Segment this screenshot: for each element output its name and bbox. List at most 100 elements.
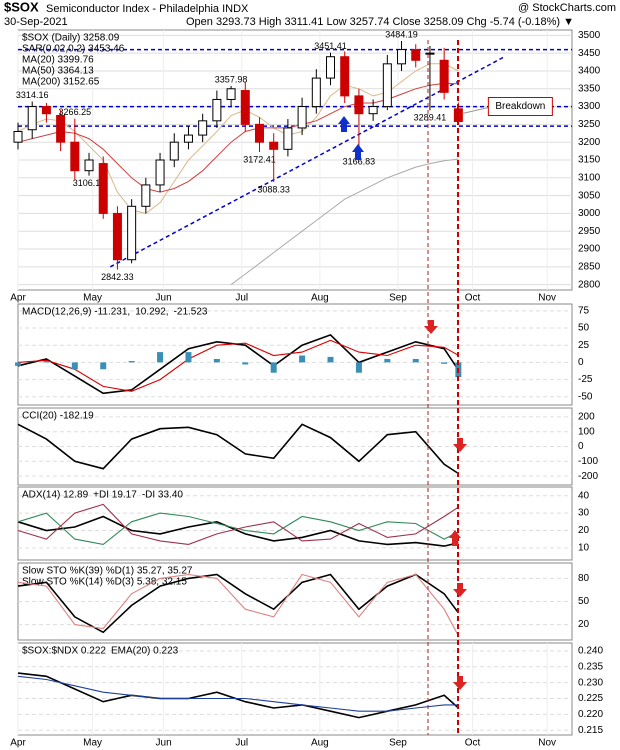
y-tick-label: 3300: [578, 101, 601, 112]
candle-body: [382, 63, 392, 108]
candle-body: [13, 131, 23, 143]
legend-entry: $SOX (Daily) 3258.09: [22, 33, 120, 44]
x-tick-label: Jul: [235, 293, 248, 304]
x-tick-label: Jun: [156, 738, 172, 749]
value-label: 3289.41: [414, 113, 447, 123]
quote: Open 3293.73 High 3311.41 Low 3257.74 Cl…: [186, 16, 574, 28]
candle-body: [212, 98, 222, 122]
indicator-line: [17, 333, 460, 395]
arrow-down: [424, 320, 438, 334]
candle-body: [27, 106, 37, 131]
arrow-up: [352, 144, 364, 160]
legend-entry: 10.292,: [135, 307, 168, 318]
histogram-bar: [185, 352, 192, 363]
candle-body: [169, 141, 179, 161]
legend-entry: EMA(20) 0.223: [111, 646, 179, 657]
overlay: [338, 40, 467, 735]
legend-entry: -DI 33.40: [142, 490, 184, 501]
candle-body: [226, 88, 236, 100]
histogram-bar: [15, 362, 21, 366]
candle-body: [340, 56, 350, 97]
candle-body: [297, 106, 307, 129]
indicator-line: [17, 515, 459, 547]
y-tick-label: 2950: [578, 226, 601, 237]
legend-entry: +DI 19.17: [93, 490, 137, 501]
y-tick-label: 0.215: [578, 725, 603, 736]
symbol: $SOX: [4, 0, 39, 14]
candle-body: [112, 212, 122, 261]
candle-body: [155, 159, 165, 186]
index-name: Semiconductor Index - Philadelphia INDX: [46, 3, 249, 15]
y-tick-label: 3500: [578, 30, 601, 41]
candle-body: [84, 159, 94, 172]
y-tick-label: 2900: [578, 244, 601, 255]
value-label: 3451.41: [314, 41, 347, 51]
panel-frame: [17, 642, 573, 736]
y-tick-label: 30: [578, 508, 590, 519]
y-tick-label: 50: [578, 323, 590, 334]
candle-body: [326, 56, 336, 79]
histogram-bar: [213, 358, 220, 363]
y-tick-label: 10: [578, 542, 590, 553]
candle-body: [141, 184, 151, 207]
indicator-line: [17, 672, 459, 719]
histogram-bar: [327, 356, 334, 363]
annotation-pointer: [462, 107, 489, 114]
value-label: 3166.83: [343, 156, 376, 166]
x-tick-label: May: [83, 738, 102, 749]
y-tick-label: 3200: [578, 137, 601, 148]
histogram-bar: [441, 362, 448, 364]
candle-body: [354, 95, 364, 115]
legend-entry: $SOX:$NDX 0.222: [22, 646, 106, 657]
y-tick-label: 2850: [578, 261, 601, 272]
histogram-bar: [157, 352, 164, 363]
y-tick-label: -25: [578, 374, 593, 385]
arrow-down: [453, 676, 467, 690]
x-tick-label: Jun: [156, 293, 172, 304]
arrow-up: [338, 116, 350, 132]
value-label: 3172.41: [243, 154, 276, 164]
legend-entry: -21.523: [174, 307, 208, 318]
x-tick-label: Aug: [311, 738, 329, 749]
histogram-bar: [299, 355, 306, 363]
y-tick-label: 3450: [578, 48, 601, 59]
value-label: 2842.33: [101, 272, 134, 282]
legend-entry: MA(200) 3152.65: [22, 77, 100, 88]
histogram-bar: [128, 361, 135, 363]
arrow-up: [449, 530, 461, 546]
histogram-bar: [384, 358, 391, 363]
candle-body: [98, 163, 108, 214]
x-tick-label: Nov: [538, 293, 556, 304]
y-tick-label: 0.240: [578, 646, 603, 657]
histogram-bar: [71, 362, 78, 370]
legend-entry: ADX(14) 12.89: [22, 490, 89, 501]
x-tick-label: Oct: [465, 293, 481, 304]
date: 30-Sep-2021: [4, 16, 68, 28]
value-label: 3484.19: [385, 29, 418, 39]
ma-line: [230, 158, 459, 286]
x-tick-label: Jul: [235, 738, 248, 749]
y-tick-label: 3000: [578, 208, 601, 219]
candle-body: [411, 49, 421, 61]
trend-line: [109, 56, 505, 268]
candle-body: [127, 205, 137, 261]
candle-body: [311, 77, 321, 108]
arrow-down: [453, 438, 467, 452]
candle-body: [41, 106, 51, 115]
indicator-line: [17, 339, 459, 392]
legend-entry: MACD(12,26,9) -11.231,: [22, 307, 130, 318]
panel-frame: [17, 303, 573, 406]
candle-body: [56, 114, 66, 143]
y-tick-label: -100: [578, 456, 598, 467]
y-tick-label: 0: [578, 441, 584, 452]
x-tick-label: Apr: [10, 738, 26, 749]
value-label: 3266.25: [59, 107, 92, 117]
x-tick-label: Sep: [389, 738, 407, 749]
candle-body: [439, 59, 449, 93]
y-tick-label: 0.225: [578, 693, 603, 704]
y-tick-label: 200: [578, 412, 595, 423]
y-tick-label: 3150: [578, 155, 601, 166]
candle-body: [70, 141, 80, 172]
y-tick-label: 20: [578, 619, 590, 630]
